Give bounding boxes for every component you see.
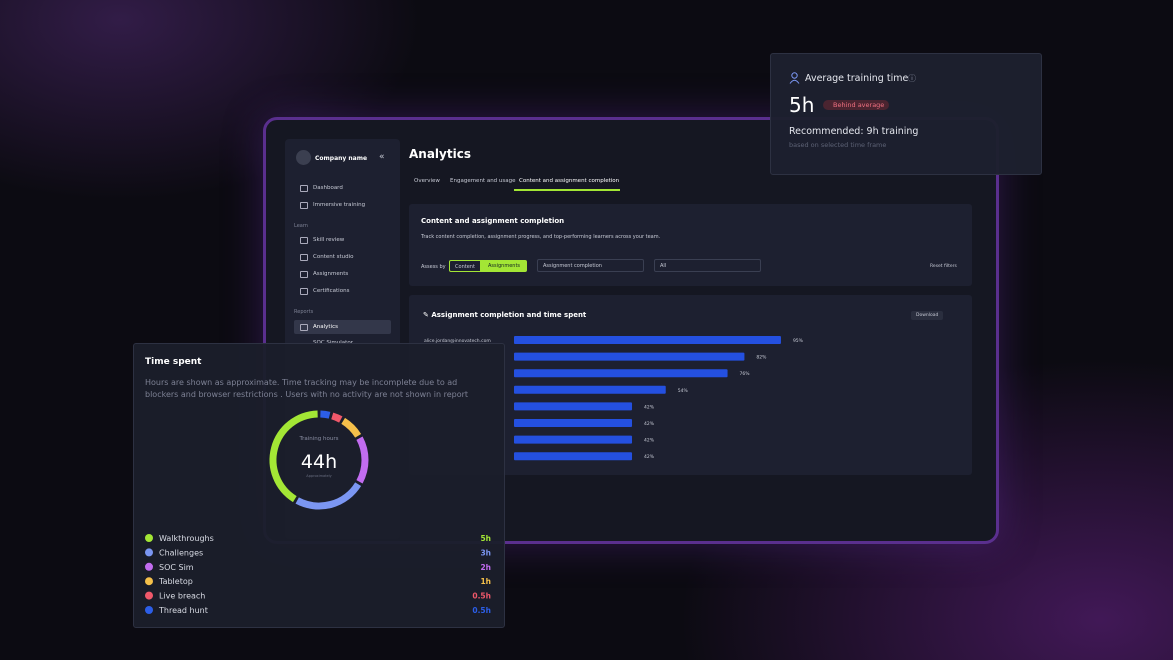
chart-title: ✎ Assignment completion and time spent [423,311,587,319]
nav-item[interactable]: Content studio [313,254,354,260]
legend-dot [145,562,153,571]
value-label: 42% [644,404,655,410]
company-avatar [296,150,311,165]
center-label: Training hours [299,436,339,442]
nav-item[interactable]: Immersive training [313,202,366,208]
nav-item[interactable]: Certifications [313,288,350,294]
bar [514,369,728,378]
tab-underline [514,189,620,191]
legend-dot [145,591,153,600]
icon [300,202,308,209]
legend-name: Live breach [159,592,205,601]
nav-item[interactable]: Analytics [313,324,338,330]
bar [514,452,633,461]
donut-segment [341,417,362,438]
value-label: 76% [740,371,751,377]
value-label: 42% [644,438,655,444]
donut-chart: Training hours 44h Approximately Walkthr… [145,410,491,615]
company-name: Company name [315,155,368,162]
legend-dot [145,606,153,614]
card-title: Average training time [805,73,909,84]
nav-item[interactable]: Skill review [313,237,345,243]
donut-segment [320,410,331,419]
avg-value: 5h [789,93,815,117]
time-spent-card [133,343,505,628]
bar [514,336,781,344]
legend-name: SOC Sim [159,563,194,572]
row-label: alice.jordan@innovatech.com [424,338,491,344]
bar [514,352,745,361]
legend-value: 0.5h [472,592,491,601]
card-description: Hours are shown as approximate. Time tra… [145,378,469,399]
average-card [770,53,1042,175]
nav-item[interactable]: Assignments [313,271,349,277]
center-value: 44h [301,451,337,473]
bar [514,402,633,411]
toggle-option[interactable]: Assignments [481,260,527,272]
panel-title: Content and assignment completion [421,217,565,225]
icon [300,254,308,261]
legend-value: 3h [480,548,491,557]
legend-value: 1h [480,577,491,586]
toggle-option[interactable]: Content [449,260,481,272]
bar [514,435,633,444]
legend-name: Walkthroughs [159,534,214,543]
user-icon [789,72,800,84]
bar [514,385,666,394]
legend-dot [145,577,153,586]
value-label: 95% [793,338,804,344]
chart-title-text: Assignment completion and time spent [431,311,587,319]
recommended: Recommended: 9h training [789,126,919,137]
filter-panel [409,204,972,286]
icon [300,288,308,295]
nav-item[interactable]: Dashboard [313,185,343,191]
legend-value: 0.5h [472,606,491,615]
panel-description: Track content completion, assignment pro… [421,234,661,240]
tab[interactable]: Content and assignment completion [519,178,620,184]
legend-dot [145,534,153,542]
value-label: 42% [644,421,655,427]
center-note: Approximately [306,474,331,478]
bar [514,419,633,427]
info-icon[interactable]: ⓘ [908,74,916,83]
donut-segment [356,436,369,484]
badge: Behind average [823,100,890,110]
legend-name: Thread hunt [158,606,208,615]
active-highlight [294,320,391,334]
card-note: based on selected time frame [789,141,887,149]
badge-text: Behind average [833,101,885,109]
value-label: 42% [644,454,655,460]
icon [300,271,308,278]
bar-chart: alice.jordan@innovatech.com 95% 82% 76% 54% 4… [424,336,804,461]
tab[interactable]: Engagement and usage [450,178,516,184]
assess-label: Assess by [421,264,446,270]
icon [300,237,308,244]
legend-value: 5h [480,534,491,543]
tab[interactable]: Overview [414,178,440,184]
value-label: 82% [756,355,767,361]
legend-dot [145,548,153,557]
card-title: Time spent [145,357,202,367]
donut-segment [331,412,343,423]
reset-button[interactable]: Reset filters [930,264,957,269]
nav-heading: Learn [294,223,308,229]
download-button[interactable]: Download [911,311,944,320]
donut-segment [269,410,318,503]
donut-segment [295,482,362,510]
dropdown[interactable]: All [654,259,761,272]
nav-heading: Reports [294,309,314,315]
legend-name: Tabletop [158,577,193,586]
value-label: 54% [678,388,689,394]
icon [300,185,308,192]
collapse-button[interactable]: « [379,152,385,162]
icon [300,324,308,331]
legend-value: 2h [480,563,491,572]
legend-name: Challenges [159,548,203,557]
dropdown[interactable]: Assignment completion [537,259,644,272]
page-title: Analytics [409,147,471,161]
